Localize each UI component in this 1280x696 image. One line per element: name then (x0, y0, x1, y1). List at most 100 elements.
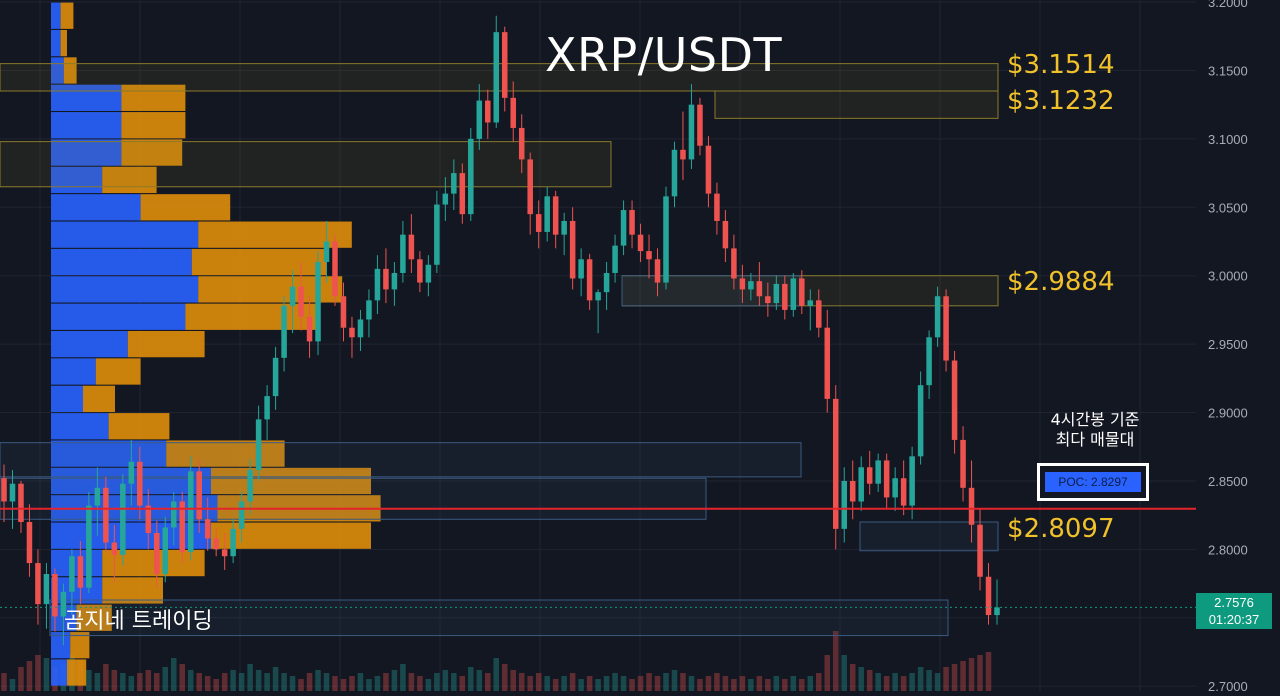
candle-body (459, 173, 466, 215)
volume-bar (374, 676, 381, 691)
volume-bar (425, 679, 432, 691)
volume-bar (714, 673, 720, 691)
profile-sell-bar (70, 632, 90, 659)
volume-bar (731, 679, 737, 691)
volume-bar (799, 679, 805, 691)
candle-body (858, 467, 864, 502)
profile-buy-bar (51, 166, 103, 194)
candle-body (408, 234, 415, 260)
volume-bar (35, 655, 41, 691)
price-tick-label: 3.0500 (1208, 200, 1248, 215)
candle-body (442, 193, 449, 205)
volume-bar (739, 676, 746, 691)
volume-bar (196, 673, 202, 691)
price-tick-label: 2.9500 (1208, 337, 1248, 352)
volume-bar (281, 673, 287, 691)
candle-body (875, 460, 881, 484)
candle-body (196, 471, 202, 520)
volume-bar (875, 673, 881, 691)
candle-body (799, 278, 805, 306)
volume-bar (18, 667, 24, 691)
candle-body (569, 220, 576, 279)
volume-bar (315, 670, 321, 691)
candles (1, 15, 1000, 646)
volume-bar (357, 673, 364, 691)
volume-bar (103, 664, 109, 691)
profile-buy-bar (51, 330, 128, 358)
level-label: $2.8097 (1007, 514, 1115, 544)
volume-bar (137, 673, 143, 691)
volume-bar (934, 673, 941, 691)
candle-body (238, 501, 245, 529)
volume-bar (858, 667, 864, 691)
profile-sell-bar (211, 522, 371, 549)
profile-sell-bar (140, 194, 231, 221)
volume-bar (561, 676, 567, 691)
candle-body (654, 259, 661, 283)
volume-bar (170, 658, 177, 691)
candle-body (501, 32, 508, 98)
candle-body (315, 262, 321, 342)
candle-body (332, 241, 338, 297)
candle-body (374, 268, 381, 301)
price-axis: 2.70002.75002.80002.85002.90002.95003.00… (1208, 0, 1248, 694)
candle-body (527, 159, 533, 215)
annotation: 4시간봉 기준 최다 매물대 (1030, 410, 1160, 450)
profile-buy-bar (51, 659, 67, 686)
volume-bar (603, 676, 610, 691)
price-tick-label: 2.7000 (1208, 679, 1248, 691)
volume-bar (892, 673, 898, 691)
profile-sell-bar (185, 303, 317, 330)
volume-bar (832, 631, 839, 691)
candle-body (671, 149, 678, 197)
candle-body (603, 272, 610, 293)
profile-buy-bar (51, 440, 167, 467)
price-zone (859, 521, 999, 552)
profile-buy-bar (51, 276, 199, 303)
profile-buy-bar (51, 139, 122, 166)
profile-sell-bar (127, 330, 205, 358)
volume-bar (501, 664, 508, 691)
volume-bar (663, 673, 669, 691)
volume-bar (408, 673, 415, 691)
candle-body (1, 478, 7, 502)
volume-bar (748, 679, 754, 691)
candle-body (35, 563, 41, 605)
profile-sell-bar (191, 248, 327, 276)
candle-body (86, 505, 92, 588)
candle-body (866, 467, 873, 484)
profile-buy-bar (51, 522, 211, 549)
volume-bars (1, 631, 992, 691)
volume-bar (535, 673, 542, 691)
candle-body (323, 241, 330, 263)
volume-bar (688, 676, 695, 691)
candle-body (518, 127, 525, 160)
candle-body (247, 470, 253, 502)
volume-bar (841, 655, 847, 691)
volume-bar (790, 676, 797, 691)
volume-bar (977, 655, 983, 691)
level-label: $3.1232 (1007, 86, 1115, 116)
profile-buy-bar (51, 632, 71, 659)
profile-sell-bar (102, 577, 163, 604)
volume-bar (162, 667, 169, 691)
profile-buy-bar (51, 413, 109, 440)
candle-body (688, 104, 695, 160)
volume-bar (230, 670, 236, 691)
volume-bar (272, 667, 279, 691)
candle-body (476, 100, 483, 139)
volume-bar (917, 667, 924, 691)
candle-body (748, 281, 754, 290)
candle-body (739, 278, 746, 290)
candle-body (968, 487, 975, 525)
candle-body (722, 220, 729, 249)
volume-bar (705, 676, 712, 691)
annotation-line: 최다 매물대 (1055, 430, 1135, 449)
candle-body (179, 501, 185, 553)
candle-body (111, 542, 118, 555)
price-tick-label: 2.9000 (1208, 406, 1248, 421)
volume-bar (298, 679, 304, 691)
price-tick-label: 3.1500 (1208, 63, 1248, 78)
